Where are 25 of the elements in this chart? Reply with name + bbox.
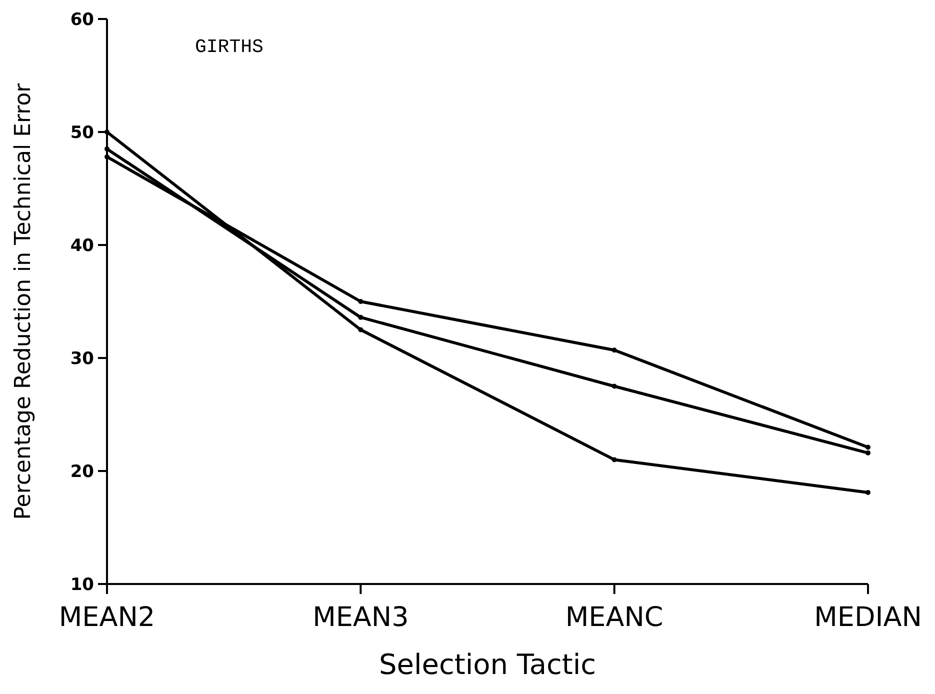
point bbox=[358, 327, 364, 332]
x-tick-label: MEDIAN bbox=[814, 602, 922, 633]
x-tick-label: MEANC bbox=[565, 602, 664, 633]
point bbox=[612, 348, 617, 353]
point bbox=[358, 299, 364, 304]
point bbox=[866, 450, 870, 456]
y-tick-label: 10 bbox=[70, 574, 94, 595]
y-tick-label: 50 bbox=[70, 122, 94, 143]
y-tick-label: 30 bbox=[70, 348, 94, 369]
x-tick-label: MEAN3 bbox=[312, 602, 409, 633]
point bbox=[358, 314, 364, 320]
annotation: GIRTHS bbox=[195, 36, 264, 58]
y-axis-title: Percentage Reduction in Technical Error bbox=[11, 82, 36, 520]
point bbox=[612, 457, 617, 462]
x-tick-label: MEAN2 bbox=[58, 602, 156, 633]
y-tick-label: 60 bbox=[70, 10, 94, 30]
point bbox=[866, 444, 870, 450]
y-tick-label: 20 bbox=[70, 462, 94, 482]
point bbox=[104, 154, 110, 160]
y-tick-label: 40 bbox=[70, 236, 94, 256]
x-axis-title: Selection Tactic bbox=[378, 648, 596, 681]
point bbox=[866, 490, 870, 495]
point bbox=[104, 146, 110, 152]
point bbox=[612, 384, 617, 389]
point bbox=[104, 130, 110, 134]
